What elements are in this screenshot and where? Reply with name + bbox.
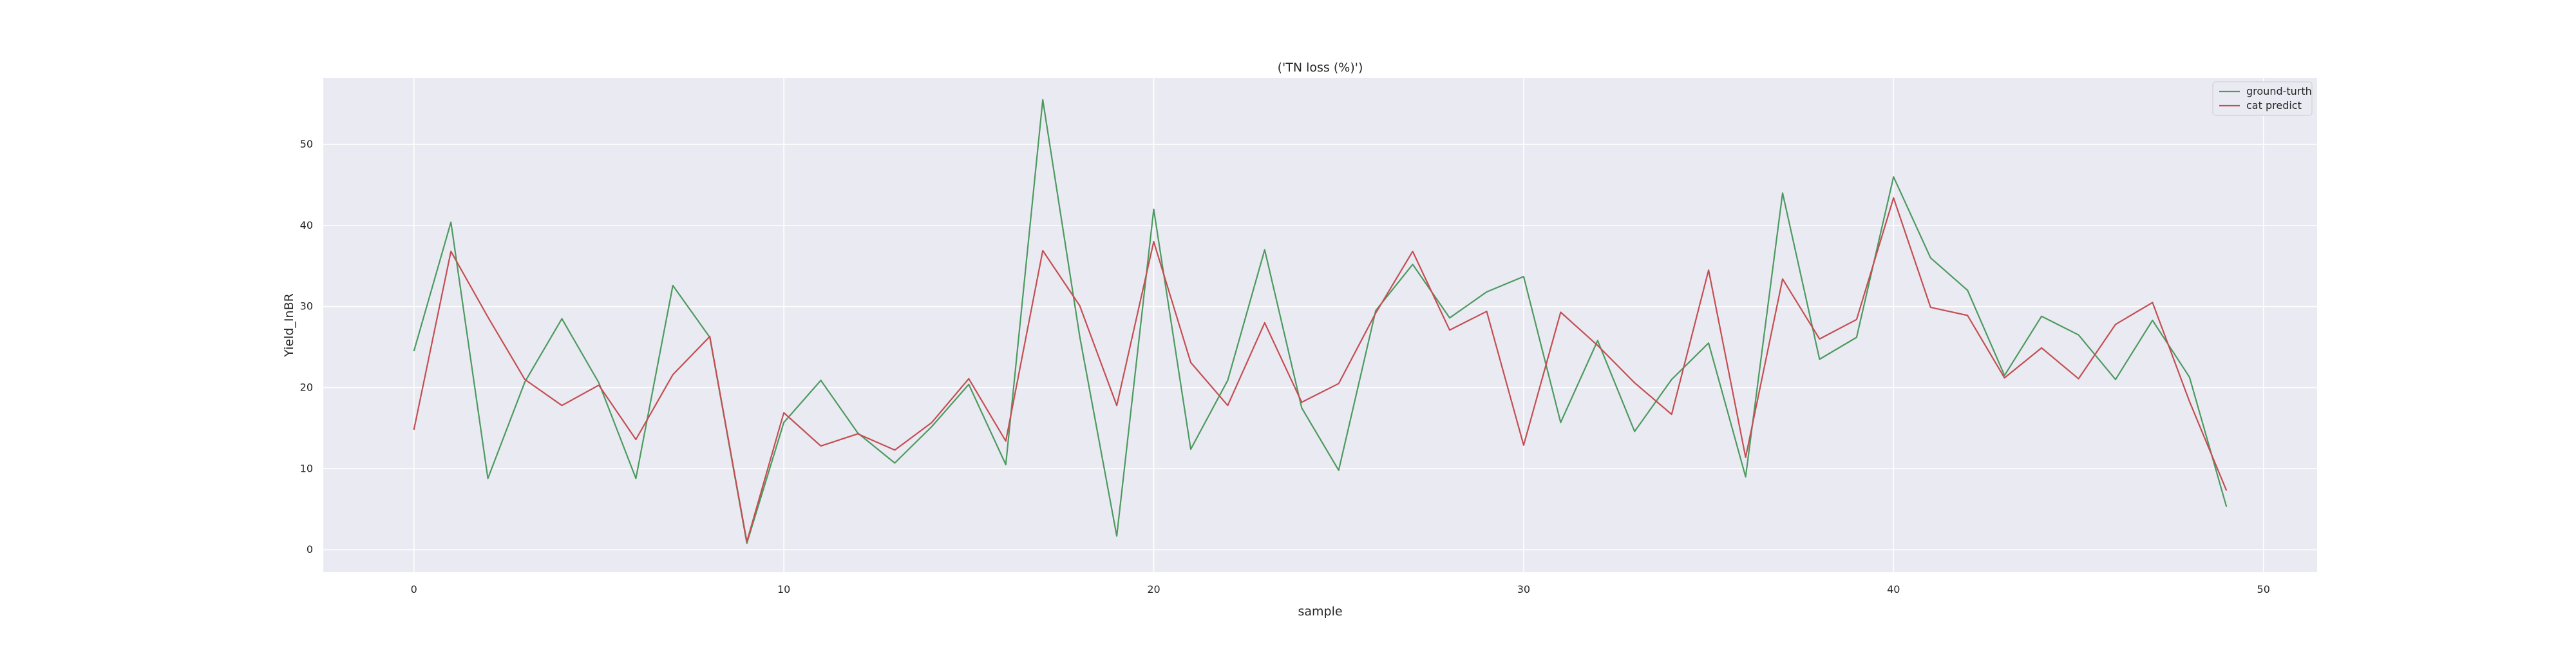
- y-tick-label: 30: [300, 300, 313, 313]
- legend-label: ground-turth: [2246, 85, 2312, 97]
- x-tick-label: 50: [2257, 583, 2270, 595]
- y-tick-label: 0: [307, 543, 313, 555]
- tick-labels: 0 10 20 30 40 50 0 10 20 30 40 50: [300, 138, 2270, 595]
- x-tick-label: 20: [1147, 583, 1160, 595]
- plot-area: [323, 78, 2317, 572]
- y-tick-label: 50: [300, 138, 313, 150]
- x-tick-label: 0: [411, 583, 417, 595]
- chart-title: ('TN loss (%)'): [1278, 61, 1363, 75]
- x-tick-label: 10: [777, 583, 790, 595]
- series-layer: [413, 99, 2228, 545]
- x-axis-label: sample: [1298, 604, 1342, 619]
- x-tick-label: 40: [1887, 583, 1900, 595]
- legend-label: cat predict: [2246, 99, 2302, 111]
- series-line: [413, 197, 2228, 543]
- y-tick-label: 10: [300, 462, 313, 474]
- grid-lines: [323, 78, 2317, 572]
- x-tick-label: 30: [1517, 583, 1530, 595]
- legend-box: [2212, 81, 2313, 116]
- legend: ground-turth cat predict: [2212, 81, 2313, 116]
- y-tick-label: 20: [300, 381, 313, 394]
- y-tick-label: 40: [300, 219, 313, 231]
- y-axis-label: Yield_InBR: [282, 293, 296, 358]
